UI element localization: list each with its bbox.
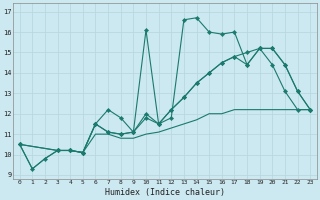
X-axis label: Humidex (Indice chaleur): Humidex (Indice chaleur) (105, 188, 225, 197)
